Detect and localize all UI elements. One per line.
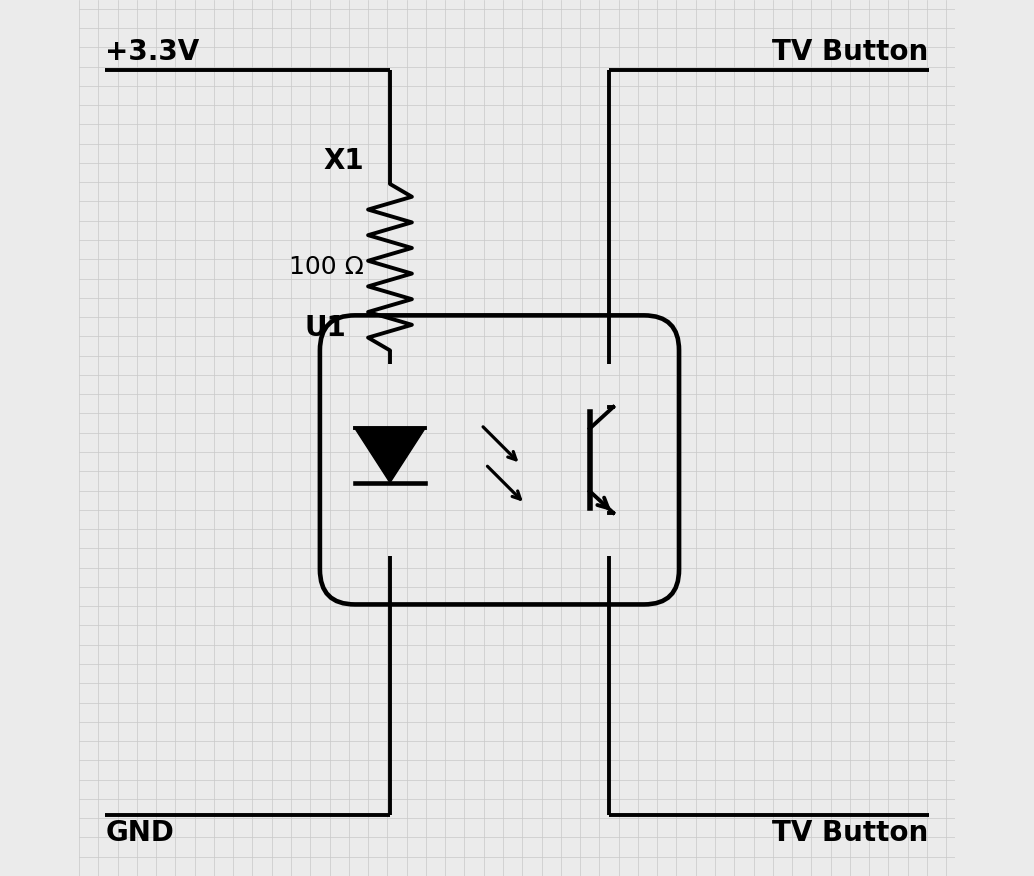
- Text: U1: U1: [304, 314, 346, 342]
- Text: 100 Ω: 100 Ω: [288, 255, 364, 279]
- Text: GND: GND: [105, 819, 174, 847]
- Polygon shape: [355, 428, 425, 483]
- Text: TV Button: TV Button: [772, 38, 929, 66]
- Text: X1: X1: [323, 147, 364, 175]
- Text: TV Button: TV Button: [772, 819, 929, 847]
- Text: +3.3V: +3.3V: [105, 38, 200, 66]
